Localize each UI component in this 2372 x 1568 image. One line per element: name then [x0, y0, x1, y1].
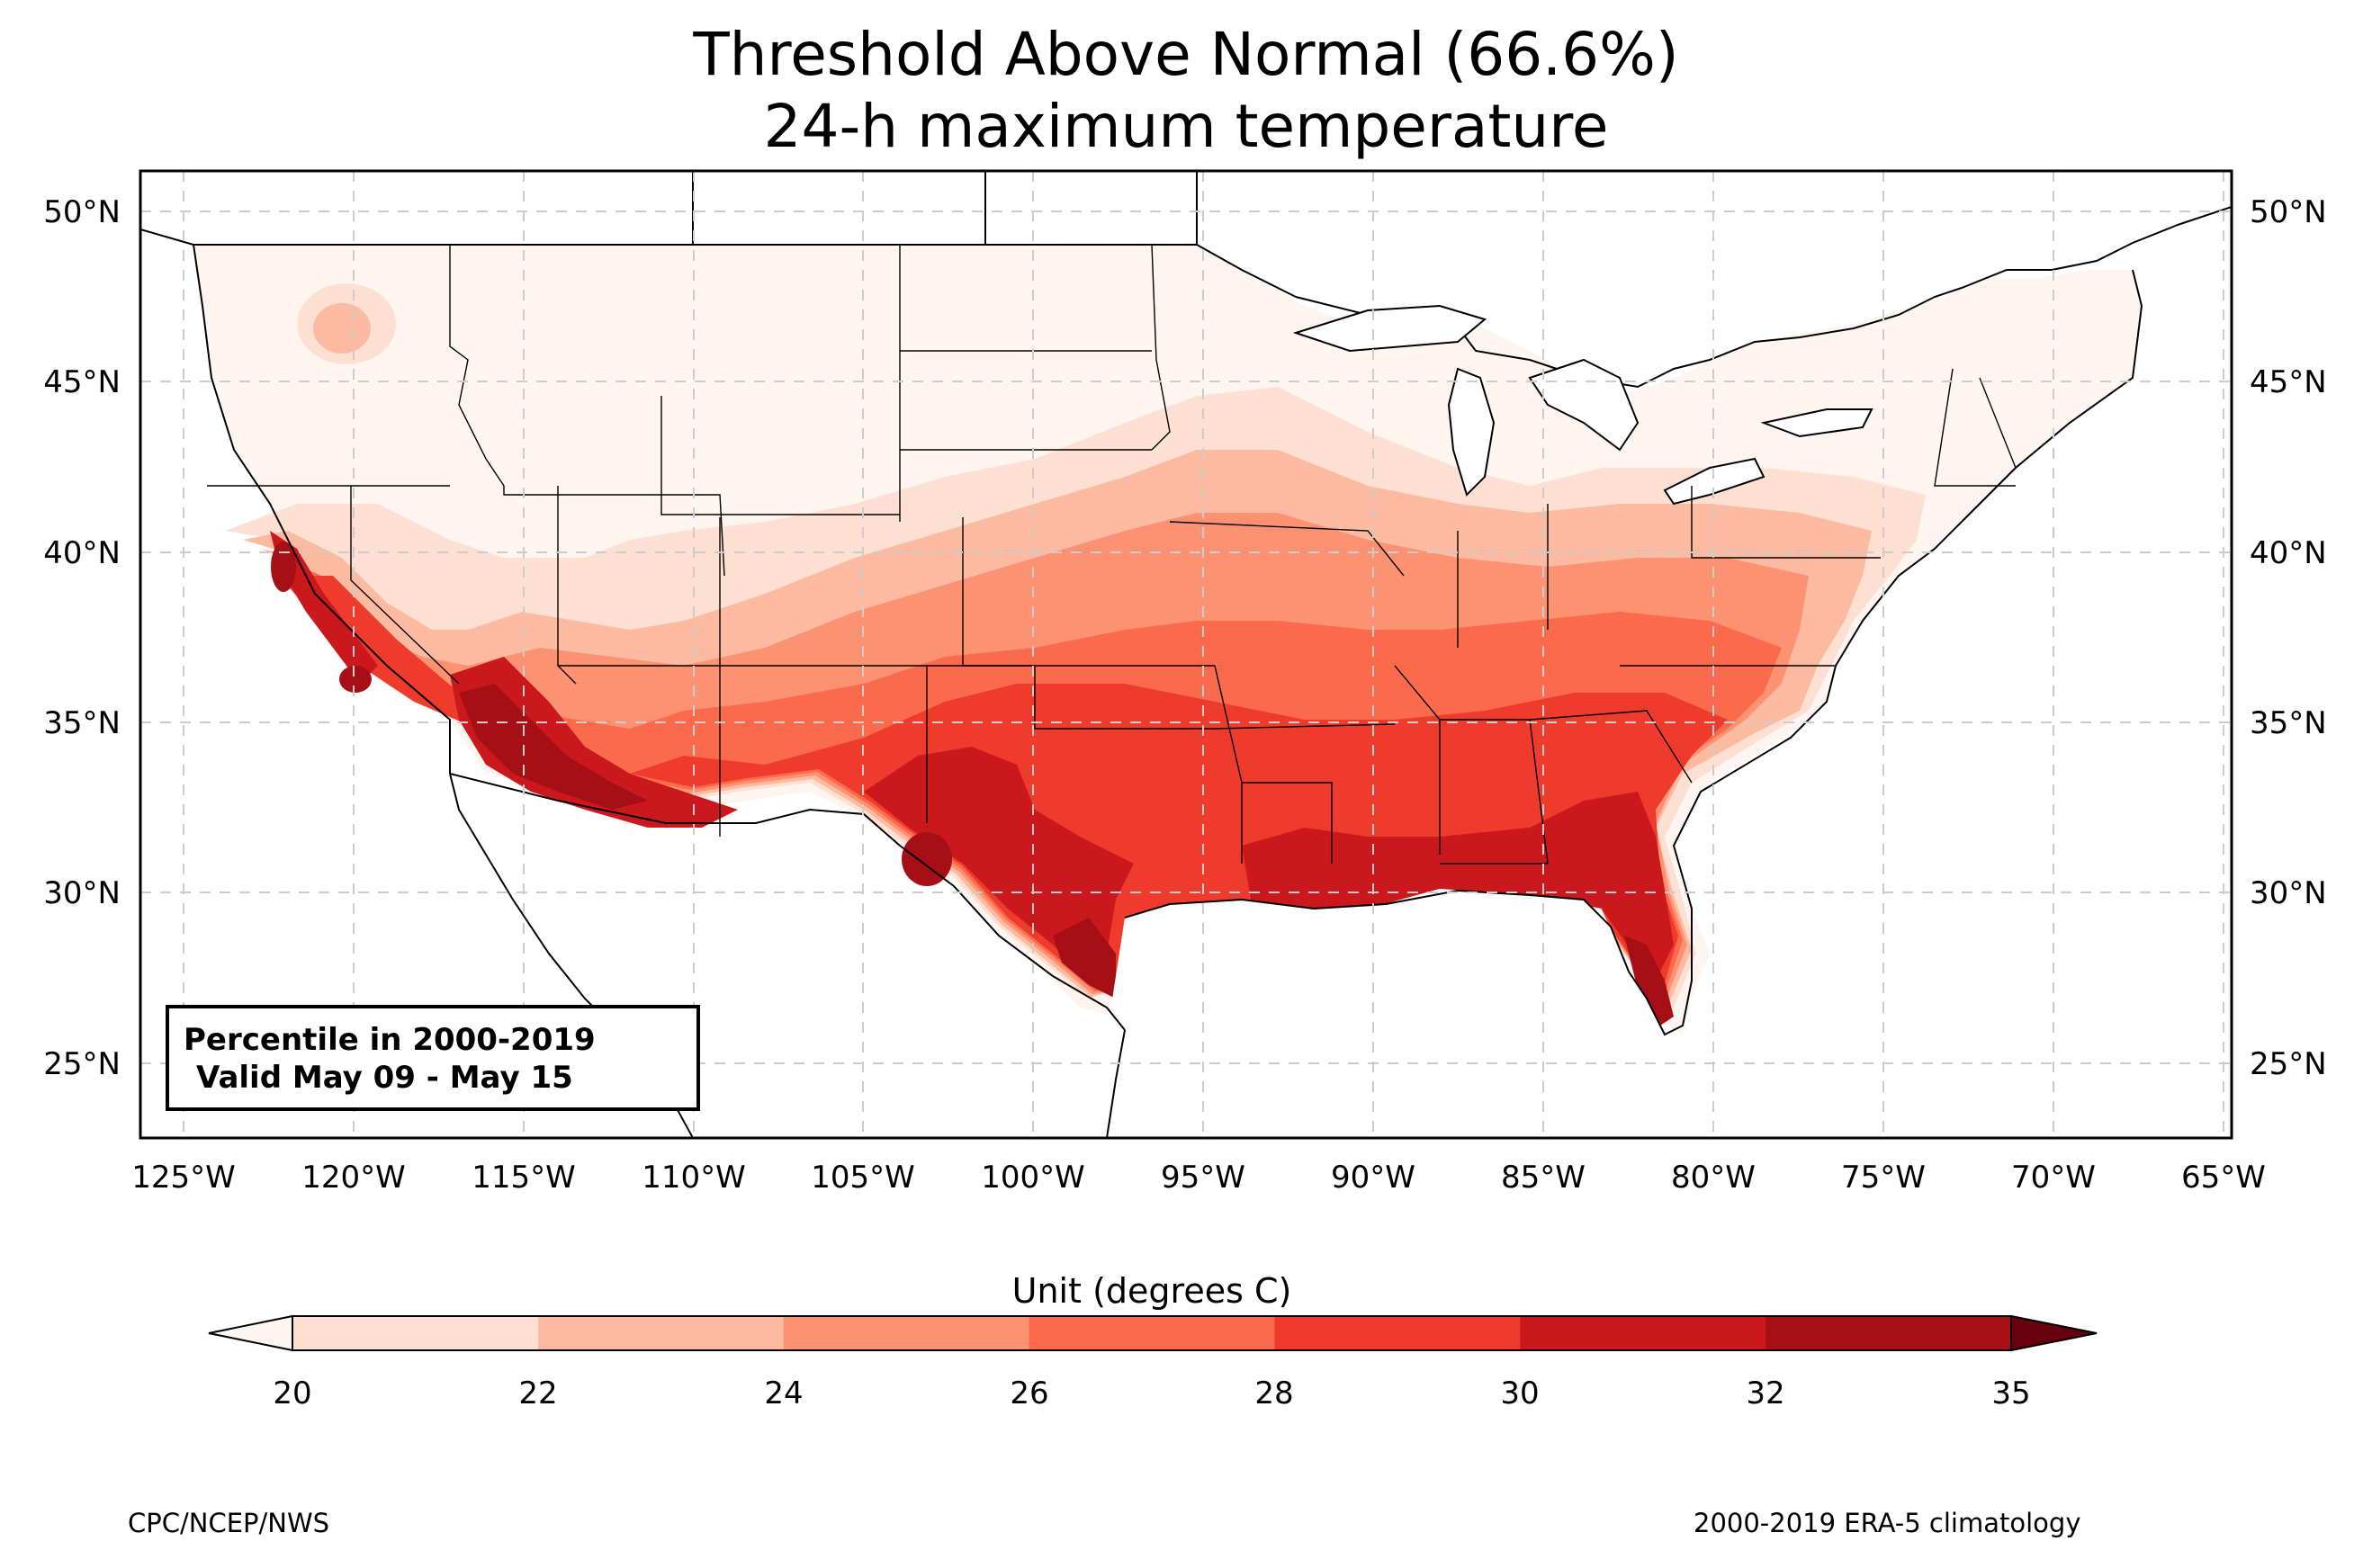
lon-label: 80°W — [1671, 1160, 1756, 1196]
lat-label-right: 25°N — [2250, 1046, 2327, 1082]
colorbar-under-arrow — [208, 1314, 293, 1352]
colorbar-tick-label: 30 — [1500, 1375, 1539, 1411]
lon-label: 70°W — [2011, 1160, 2096, 1196]
band-32-35-south-texas — [1053, 918, 1116, 999]
lat-label-left: 45°N — [43, 364, 121, 400]
lat-ticks: 50°N 45°N 40°N 35°N 30°N 25°N 50°N 45°N … — [43, 194, 2326, 1082]
band-32-35-west-texas — [902, 832, 952, 886]
lon-label: 105°W — [811, 1160, 915, 1196]
lon-label: 95°W — [1161, 1160, 1245, 1196]
lon-label: 90°W — [1331, 1160, 1415, 1196]
graticule — [140, 171, 2232, 1138]
info-box-line2: Valid May 09 - May 15 — [196, 1060, 573, 1096]
lon-label: 110°W — [642, 1160, 746, 1196]
state-boundaries — [207, 244, 2017, 865]
lat-label-right: 40°N — [2250, 535, 2327, 571]
gulf-of-mexico — [1080, 891, 1665, 1138]
band-32-35-ca-valley — [271, 542, 296, 592]
atlantic-ocean — [1683, 171, 2232, 1138]
lon-label: 85°W — [1501, 1160, 1586, 1196]
band-30-32-gulf — [1242, 792, 1674, 981]
colorbar-frame — [292, 1315, 2012, 1351]
colorbar-segment — [1274, 1316, 1521, 1350]
colorbar-tick-label: 28 — [1254, 1375, 1293, 1411]
info-box: Percentile in 2000-2019 Valid May 09 - M… — [166, 1005, 700, 1111]
band-32-35-socal — [339, 666, 372, 693]
colorbar-segment — [1766, 1316, 2012, 1350]
info-box-line1: Percentile in 2000-2019 — [184, 1022, 596, 1058]
band-22-24-idaho-blob — [313, 303, 371, 354]
lon-label: 125°W — [131, 1160, 236, 1196]
lon-label: 100°W — [981, 1160, 1085, 1196]
lat-label-right: 50°N — [2250, 194, 2327, 230]
footer-credit: CPC/NCEP/NWS — [128, 1508, 330, 1538]
colorbar-segment — [783, 1316, 1030, 1350]
colorbar-tick-label: 20 — [273, 1375, 311, 1411]
lon-label: 120°W — [301, 1160, 406, 1196]
band-32-35-florida — [1624, 936, 1674, 1026]
colorbar-segment — [1029, 1316, 1275, 1350]
colorbar-title: Unit (degrees C) — [1012, 1271, 1292, 1311]
lon-label: 75°W — [1841, 1160, 1926, 1196]
lat-label-left: 50°N — [43, 194, 121, 230]
band-30-32-desert-sw — [450, 657, 738, 828]
colorbar-segment — [537, 1316, 785, 1350]
lon-ticks: 125°W 120°W 115°W 110°W 105°W 100°W 95°W… — [131, 1160, 2266, 1196]
lon-label: 115°W — [472, 1160, 576, 1196]
colorbar-segment — [1520, 1316, 1766, 1350]
map-title: Threshold Above Normal (66.6%) — [693, 20, 1679, 89]
map-frame — [139, 169, 2233, 1140]
colorbar-tick-label: 26 — [1010, 1375, 1048, 1411]
lat-label-left: 25°N — [43, 1046, 121, 1082]
colorbar-tick-label: 35 — [1991, 1375, 2030, 1411]
colorbar-over-arrow — [2010, 1314, 2098, 1352]
lon-label: 65°W — [2181, 1160, 2266, 1196]
colorbar-tick-label: 22 — [518, 1375, 557, 1411]
band-30-32-california — [270, 531, 378, 684]
band-32-35-arizona — [459, 684, 648, 810]
map-subtitle: 24-h maximum temperature — [763, 92, 1609, 161]
lat-label-right: 30°N — [2250, 875, 2327, 911]
lat-label-left: 40°N — [43, 535, 121, 571]
lat-label-right: 35°N — [2250, 705, 2327, 741]
footer-source: 2000-2019 ERA-5 climatology — [1694, 1508, 2081, 1538]
map-area — [140, 171, 2232, 1138]
colorbar: 20 22 24 26 28 30 32 35 — [208, 1314, 2098, 1411]
colorbar-tick-label: 32 — [1746, 1375, 1784, 1411]
colorbar-tick-label: 24 — [764, 1375, 803, 1411]
lat-label-left: 35°N — [43, 705, 121, 741]
colorbar-segment — [292, 1316, 539, 1350]
lat-label-left: 30°N — [43, 875, 121, 911]
lat-label-right: 45°N — [2250, 364, 2327, 400]
